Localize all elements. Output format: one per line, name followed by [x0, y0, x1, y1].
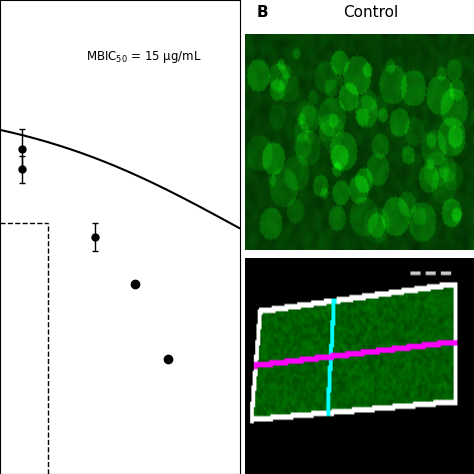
- Text: B: B: [256, 6, 268, 20]
- Text: Control: Control: [343, 6, 399, 20]
- Text: MBIC$_{50}$ = 15 μg/mL: MBIC$_{50}$ = 15 μg/mL: [86, 49, 202, 65]
